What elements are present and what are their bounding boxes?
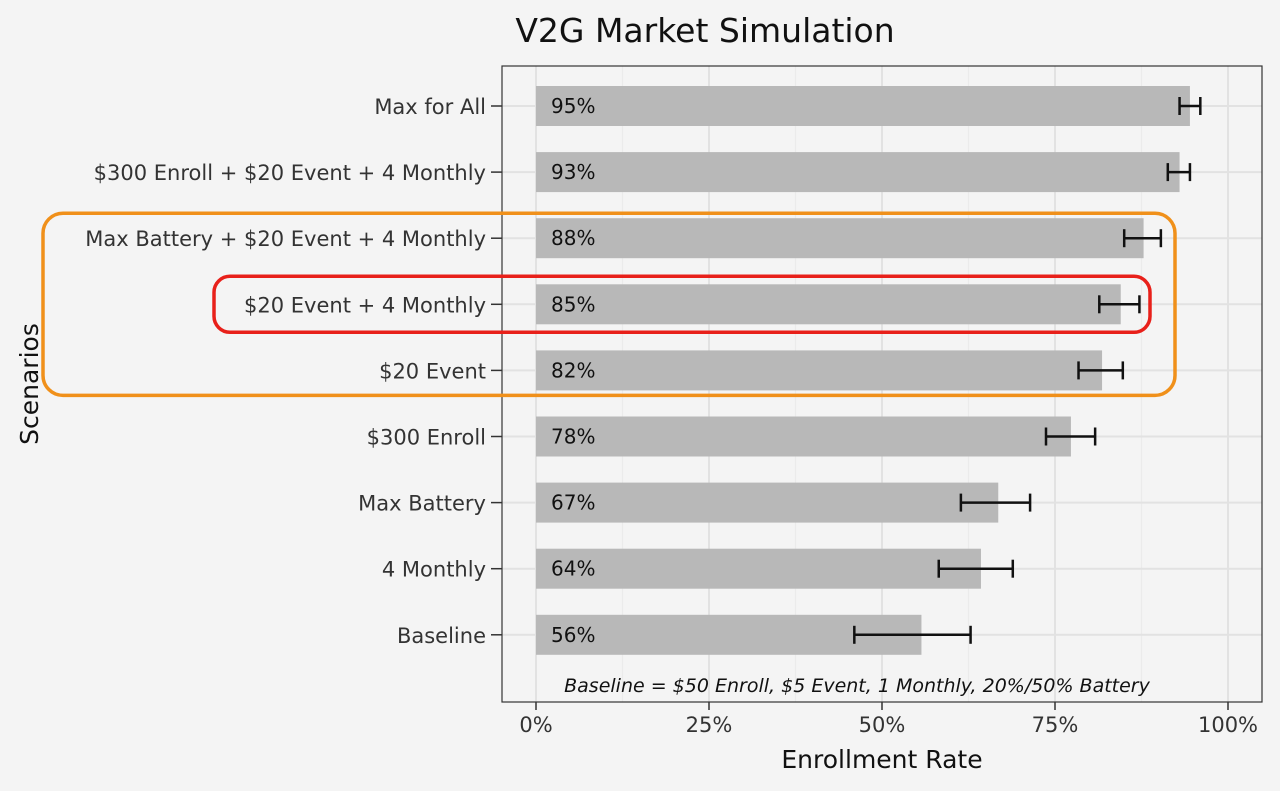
bar — [536, 350, 1103, 391]
bar — [536, 548, 981, 589]
bar-value-label: 82% — [551, 358, 595, 382]
bar-value-label: 64% — [551, 557, 595, 581]
error-bar — [1122, 229, 1163, 248]
bar — [536, 152, 1180, 193]
category-label: Max for All — [374, 95, 486, 119]
x-axis: 0% 25% 50% 75% 100% — [519, 702, 1258, 737]
bar — [536, 218, 1144, 259]
bars — [536, 86, 1190, 655]
bar-value-label: 95% — [551, 94, 595, 118]
x-axis-title: Enrollment Rate — [781, 745, 982, 774]
error-bar — [959, 493, 1032, 512]
category-label: Baseline — [397, 624, 486, 648]
category-label: Max Battery — [358, 492, 486, 516]
category-label: $20 Event — [379, 359, 486, 383]
bar-value-label: 67% — [551, 491, 595, 515]
category-label: $300 Enroll + $20 Event + 4 Monthly — [94, 161, 486, 185]
error-bar — [1098, 295, 1141, 314]
x-tick-label: 100% — [1198, 713, 1258, 737]
highlights — [41, 211, 1177, 398]
baseline-note: Baseline = $50 Enroll, $5 Event, 1 Month… — [564, 675, 1150, 697]
bar-labels: 95% 93% 88% 85% 82% 78% 67% 64% 56% — [551, 94, 595, 647]
category-label: Max Battery + $20 Event + 4 Monthly — [85, 227, 486, 251]
category-labels: Max for All $300 Enroll + $20 Event + 4 M… — [85, 95, 502, 648]
category-label: $300 Enroll — [367, 426, 486, 450]
y-axis-title: Scenarios — [15, 323, 44, 445]
chart-title: V2G Market Simulation — [515, 11, 894, 50]
error-bar — [853, 625, 972, 644]
x-tick-label: 50% — [859, 713, 906, 737]
x-tick-label: 0% — [519, 713, 552, 737]
highlight-box — [212, 274, 1152, 335]
bar — [536, 416, 1071, 457]
bar — [536, 482, 999, 523]
bar-value-label: 78% — [551, 425, 595, 449]
bar-value-label: 85% — [551, 292, 595, 316]
error-bar — [937, 559, 1015, 578]
bar — [536, 86, 1190, 126]
x-tick-label: 75% — [1032, 713, 1079, 737]
category-label: 4 Monthly — [382, 558, 486, 582]
error-bar — [1178, 97, 1202, 115]
bar-value-label: 93% — [551, 160, 595, 184]
error-bars — [853, 97, 1202, 644]
bar — [536, 284, 1121, 325]
error-bar — [1077, 361, 1125, 380]
error-bar — [1166, 163, 1192, 182]
bar-value-label: 56% — [551, 623, 595, 647]
error-bar — [1044, 427, 1097, 446]
highlight-box — [41, 211, 1177, 398]
bar-value-label: 88% — [551, 226, 595, 250]
x-tick-label: 25% — [686, 713, 733, 737]
category-label: $20 Event + 4 Monthly — [244, 293, 486, 317]
